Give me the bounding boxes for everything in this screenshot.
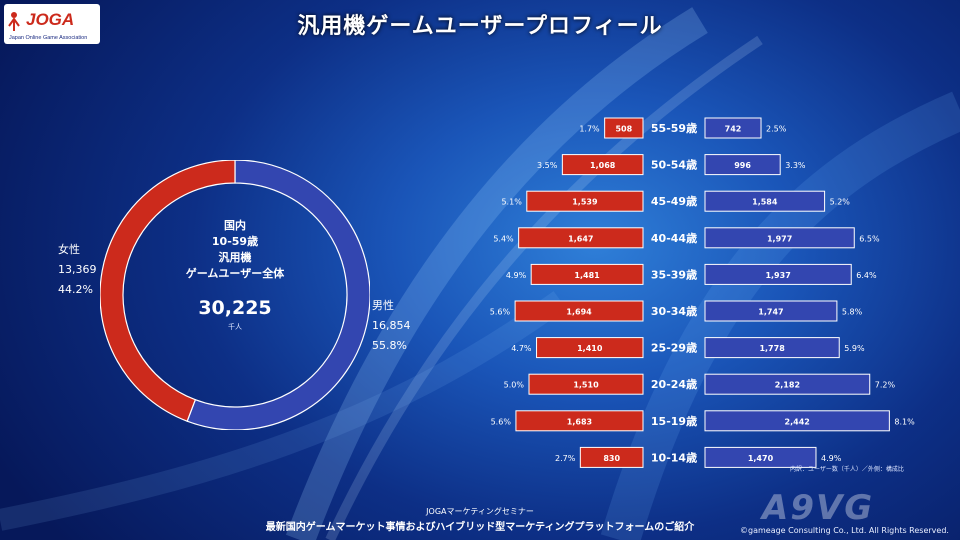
donut-unit: 千人	[228, 323, 242, 331]
center-line: 汎用機	[218, 251, 252, 264]
footer-subtitle: 最新国内ゲームマーケット事情およびハイブリッド型マーケティングプラットフォームの…	[265, 522, 695, 533]
male-bar	[704, 117, 762, 139]
male-bar-value-label: 2,182	[775, 381, 800, 390]
male-bar-value-label: 742	[725, 125, 742, 134]
chart-note: 内訳：ユーザー数（千人）／外側：構成比	[790, 466, 904, 473]
age-category-label: 30-34歳	[651, 304, 697, 318]
age-category-label: 50-54歳	[651, 158, 697, 172]
male-summary: 男性 16,854 55.8%	[372, 296, 411, 356]
male-bar	[704, 337, 840, 359]
female-bar	[561, 154, 644, 176]
donut-total: 30,225	[198, 297, 272, 319]
center-line: 10-59歳	[211, 235, 259, 248]
male-percent-label: 6.4%	[856, 271, 877, 280]
female-bar-value-label: 830	[603, 454, 620, 463]
female-percent-label: 2.7%	[555, 454, 576, 463]
watermark: A9VG	[762, 488, 875, 528]
female-summary: 女性 13,369 44.2%	[58, 240, 97, 300]
female-bar	[514, 300, 644, 322]
male-bar-value-label: 1,937	[765, 271, 790, 280]
female-bar-value-label: 508	[615, 125, 632, 134]
male-bar	[704, 446, 817, 468]
male-bar-value-label: 2,442	[785, 417, 810, 426]
female-bar	[515, 410, 644, 432]
male-percent: 55.8%	[372, 339, 407, 352]
male-bar-value-label: 1,747	[758, 308, 783, 317]
female-bar	[518, 227, 644, 249]
male-percent-label: 4.9%	[821, 454, 842, 463]
donut-slice	[100, 160, 236, 423]
female-percent-label: 1.7%	[579, 125, 600, 134]
age-category-label: 45-49歳	[651, 194, 697, 208]
female-label: 女性	[58, 243, 80, 256]
footer-copyright: ©gameage Consulting Co., Ltd. All Rights…	[740, 526, 949, 535]
male-bar-value-label: 1,470	[748, 454, 774, 463]
male-bar	[704, 410, 890, 432]
female-percent-label: 5.6%	[491, 417, 512, 426]
female-bar-value-label: 1,694	[566, 308, 592, 317]
female-percent-label: 4.9%	[506, 271, 527, 280]
male-label: 男性	[372, 299, 394, 312]
female-bar	[530, 263, 644, 285]
male-percent-label: 5.8%	[842, 308, 863, 317]
center-line: ゲームユーザー全体	[185, 267, 285, 280]
male-bar	[704, 190, 826, 212]
age-category-label: 55-59歳	[651, 121, 697, 135]
logo-text: JOGA	[26, 10, 74, 29]
female-bar-value-label: 1,510	[573, 381, 599, 390]
male-percent-label: 5.9%	[844, 344, 865, 353]
female-value: 13,369	[58, 263, 97, 276]
logo-subtext: Japan Online Game Association	[9, 35, 87, 41]
age-category-label: 25-29歳	[651, 341, 697, 355]
female-percent-label: 4.7%	[511, 344, 532, 353]
female-percent-label: 5.6%	[490, 308, 511, 317]
male-bar	[704, 373, 871, 395]
center-line: 国内	[224, 219, 246, 232]
male-percent-label: 8.1%	[894, 417, 915, 426]
female-bar-value-label: 1,647	[568, 234, 593, 243]
male-bar-value-label: 1,977	[767, 234, 792, 243]
age-category-label: 15-19歳	[651, 414, 697, 428]
male-percent-label: 6.5%	[859, 234, 880, 243]
female-bar-value-label: 1,410	[577, 344, 603, 353]
age-category-label: 10-14歳	[651, 450, 697, 464]
female-bar	[604, 117, 644, 139]
female-percent-label: 5.4%	[493, 234, 514, 243]
female-bar	[528, 373, 644, 395]
donut-center-label: 国内 10-59歳 汎用機 ゲームユーザー全体	[175, 218, 295, 282]
male-bar-value-label: 996	[734, 161, 751, 170]
male-bar	[704, 263, 852, 285]
female-bar	[536, 337, 644, 359]
male-percent-label: 7.2%	[875, 381, 896, 390]
male-bar	[704, 300, 838, 322]
male-bar-value-label: 1,778	[759, 344, 785, 353]
male-bar	[704, 227, 855, 249]
female-percent-label: 5.1%	[501, 198, 522, 207]
age-category-label: 35-39歳	[651, 267, 697, 281]
age-category-label: 20-24歳	[651, 377, 697, 391]
footer-seminar: JOGAマーケティングセミナー	[426, 507, 534, 516]
female-bar-value-label: 1,068	[590, 161, 616, 170]
male-bar	[704, 154, 781, 176]
female-bar-value-label: 1,481	[574, 271, 600, 280]
female-percent-label: 5.0%	[504, 381, 525, 390]
male-bar-value-label: 1,584	[752, 198, 778, 207]
male-percent-label: 3.3%	[785, 161, 806, 170]
gender-donut-chart	[100, 160, 370, 430]
female-percent-label: 3.5%	[537, 161, 558, 170]
female-bar-value-label: 1,683	[567, 417, 592, 426]
age-category-label: 40-44歳	[651, 231, 697, 245]
female-bar-value-label: 1,539	[572, 198, 598, 207]
female-bar	[526, 190, 644, 212]
joga-logo: JOGA Japan Online Game Association	[4, 4, 100, 44]
female-bar	[579, 446, 644, 468]
male-value: 16,854	[372, 319, 411, 332]
female-percent: 44.2%	[58, 283, 93, 296]
page-title: 汎用機ゲームユーザープロフィール	[297, 14, 663, 39]
male-percent-label: 5.2%	[830, 198, 851, 207]
male-percent-label: 2.5%	[766, 125, 787, 134]
